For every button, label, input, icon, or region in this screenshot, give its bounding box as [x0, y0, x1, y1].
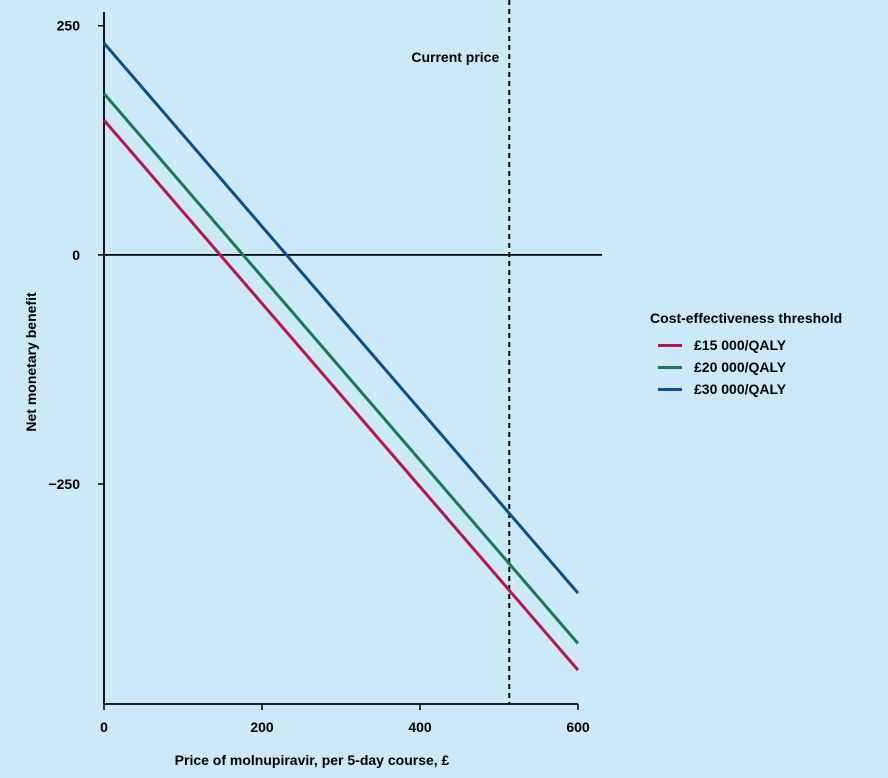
- legend-item: £30 000/QALY: [658, 378, 842, 400]
- x-axis-title: Price of molnupiravir, per 5-day course,…: [175, 752, 450, 768]
- x-tick-label: 0: [100, 719, 108, 735]
- axes: [104, 0, 602, 704]
- legend-swatch: [658, 388, 682, 391]
- legend-title: Cost-effectiveness threshold: [650, 310, 842, 326]
- legend-label: £15 000/QALY: [694, 337, 786, 353]
- x-tick-label: 200: [250, 719, 274, 735]
- y-tick-label: 250: [57, 18, 81, 34]
- series-line: [104, 94, 578, 644]
- legend-item: £20 000/QALY: [658, 356, 842, 378]
- legend-swatch: [658, 344, 682, 347]
- legend: Cost-effectiveness threshold £15 000/QAL…: [650, 310, 842, 400]
- series-layer: [104, 43, 578, 670]
- y-tick-label: −250: [48, 476, 80, 492]
- series-line: [104, 43, 578, 593]
- current-price-label: Current price: [411, 49, 499, 65]
- legend-label: £30 000/QALY: [694, 381, 786, 397]
- y-tick-label: 0: [72, 247, 80, 263]
- y-axis-title: Net monetary benefit: [23, 292, 39, 432]
- series-line: [104, 120, 578, 670]
- legend-label: £20 000/QALY: [694, 359, 786, 375]
- x-tick-label: 600: [566, 719, 590, 735]
- legend-item: £15 000/QALY: [658, 334, 842, 356]
- legend-swatch: [658, 366, 682, 369]
- x-tick-label: 400: [408, 719, 432, 735]
